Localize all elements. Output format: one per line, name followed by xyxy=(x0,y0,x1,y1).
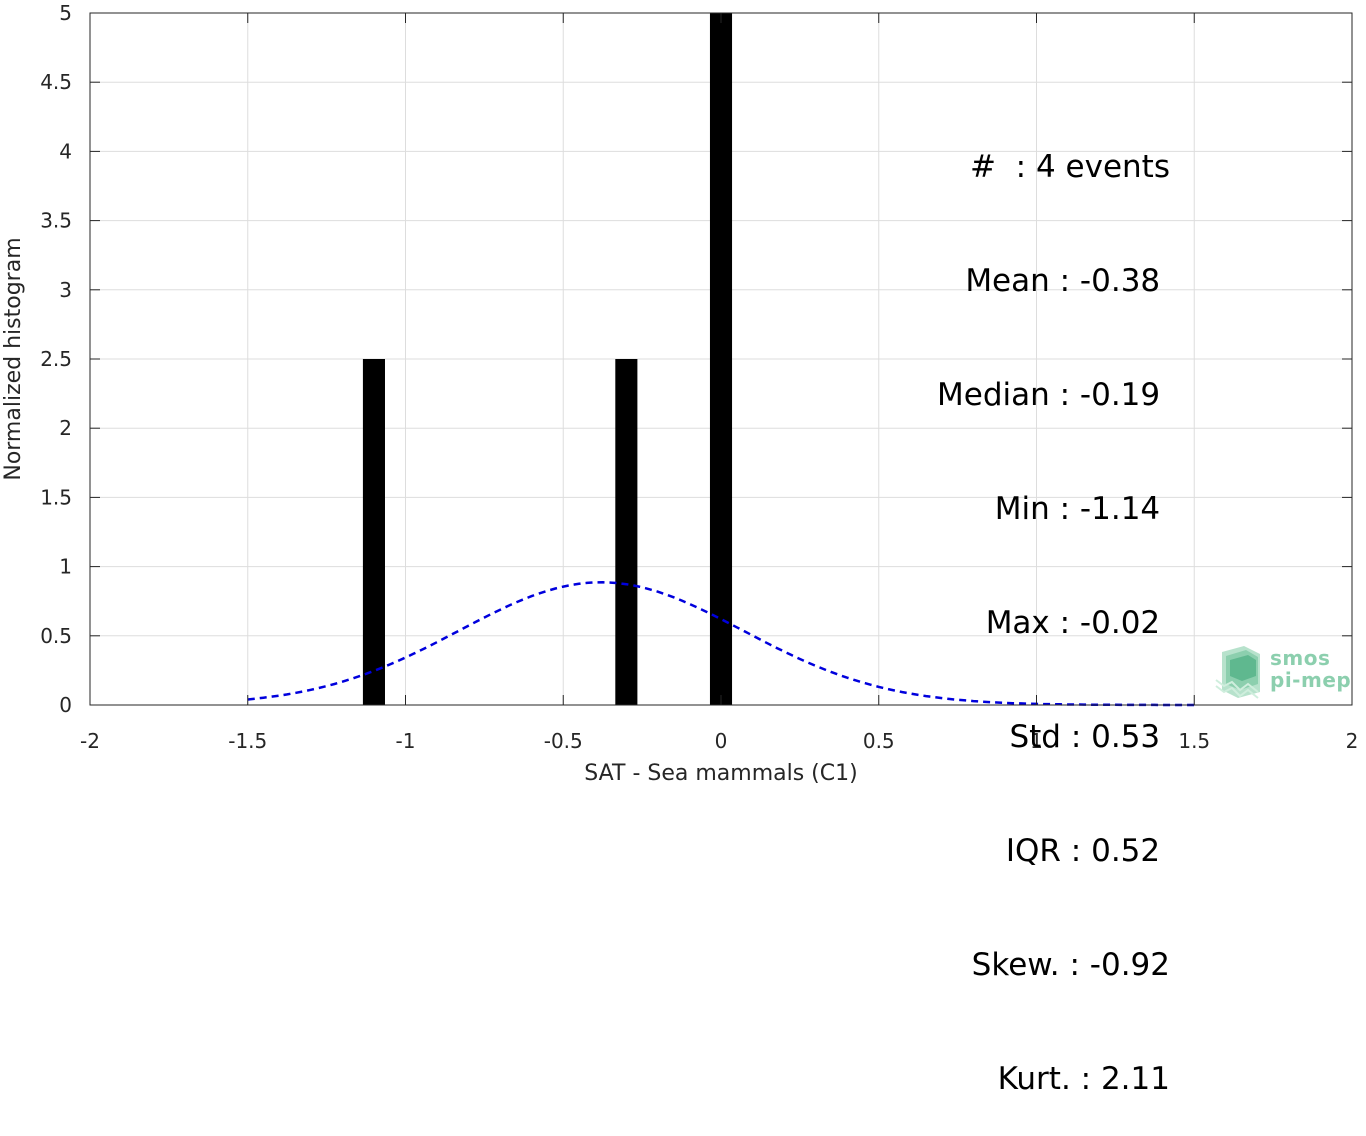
histogram-chart: -2 -1.5 -1 -0.5 0 0.5 1 1.5 2 0 0.5 1 1.5 2 2.5 3 3.5 4 4.… xyxy=(1,1,1358,784)
y-axis-title: Normalized histogram xyxy=(1,237,26,480)
logo-text-smos: smos xyxy=(1270,646,1331,670)
statistics-box: # : 4 events Mean : -0.38 Median : -0.19… xyxy=(937,72,1170,1136)
x-tick-label: 0.5 xyxy=(863,729,895,753)
y-tick-label: 4 xyxy=(59,139,72,163)
stat-mean: Mean : -0.38 xyxy=(965,263,1170,299)
stat-skew: Skew. : -0.92 xyxy=(971,947,1170,983)
y-tick-label: 3 xyxy=(59,278,72,302)
x-tick-label: 0 xyxy=(715,729,728,753)
stat-kurt: Kurt. : 2.11 xyxy=(997,1061,1170,1097)
y-tick-label: 1.5 xyxy=(40,485,72,509)
tick-labels: -2 -1.5 -1 -0.5 0 0.5 1 1.5 2 0 0.5 1 1.5 2 2.5 3 3.5 4 4.… xyxy=(40,1,1358,753)
histogram-bar xyxy=(709,13,733,705)
axes xyxy=(89,12,1353,706)
y-tick-label: 2.5 xyxy=(40,347,72,371)
histogram-bars xyxy=(362,13,733,705)
x-tick-label: 1.5 xyxy=(1178,729,1210,753)
x-tick-label: 2 xyxy=(1346,729,1359,753)
y-tick-label: 0.5 xyxy=(40,624,72,648)
x-tick-label: 1 xyxy=(1030,729,1043,753)
x-tick-label: -1.5 xyxy=(228,729,267,753)
y-tick-label: 1 xyxy=(59,555,72,579)
logo-mark-icon xyxy=(1215,646,1260,699)
stat-median: Median : -0.19 xyxy=(937,377,1170,413)
x-axis-title: SAT - Sea mammals (C1) xyxy=(584,761,857,784)
y-tick-label: 4.5 xyxy=(40,70,72,94)
smos-pimep-logo: smos pi-mep xyxy=(1214,646,1354,700)
plot-frame xyxy=(89,12,1353,706)
x-tick-label: -2 xyxy=(80,729,100,753)
logo-text-pimep: pi-mep xyxy=(1270,668,1352,692)
stat-max: Max : -0.02 xyxy=(985,605,1170,641)
y-tick-label: 5 xyxy=(59,1,72,25)
histogram-bar xyxy=(362,359,385,705)
y-tick-label: 2 xyxy=(59,416,72,440)
stat-min: Min : -1.14 xyxy=(994,491,1170,527)
x-tick-label: -1 xyxy=(396,729,416,753)
stat-iqr: IQR : 0.52 xyxy=(1005,833,1170,869)
x-tick-label: -0.5 xyxy=(544,729,583,753)
stat-std: Std : 0.53 xyxy=(1009,719,1170,755)
stat-events: # : 4 events xyxy=(969,149,1170,185)
y-tick-label: 0 xyxy=(59,693,72,717)
y-tick-label: 3.5 xyxy=(40,209,72,233)
histogram-bar xyxy=(615,359,638,705)
